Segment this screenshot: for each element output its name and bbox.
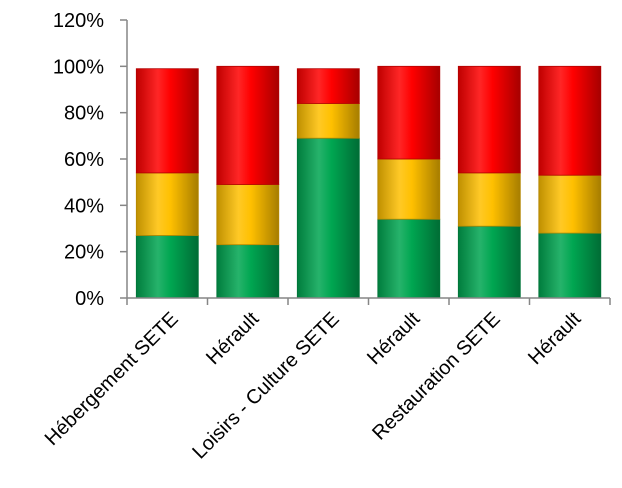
bar-segment-5-0 — [538, 232, 602, 299]
bar-segment-2-2 — [296, 68, 360, 104]
y-tick-label: 60% — [64, 149, 104, 171]
x-category-label: Hébergement SETE — [41, 308, 183, 450]
bar-segment-4-1 — [457, 172, 521, 227]
y-tick-label: 120% — [53, 10, 104, 32]
x-category-label: Loisirs - Culture SETE — [188, 308, 343, 463]
bar-segment-3-1 — [377, 158, 441, 220]
x-category-label: Hérault — [363, 308, 424, 369]
bar-segment-0-2 — [135, 68, 199, 174]
bar-segment-4-0 — [457, 225, 521, 299]
bar-segment-3-2 — [377, 65, 441, 160]
bar-segment-1-2 — [216, 65, 280, 185]
bar-segment-1-0 — [216, 244, 280, 299]
bar-segment-5-1 — [538, 174, 602, 234]
bar-segment-0-0 — [135, 234, 199, 299]
y-tick-label: 0% — [75, 288, 104, 310]
bar-segment-1-1 — [216, 184, 280, 246]
bar-segment-2-1 — [296, 103, 360, 139]
bar-segment-5-2 — [538, 65, 602, 176]
y-tick-label: 80% — [64, 103, 104, 125]
y-tick-label: 100% — [53, 56, 104, 78]
y-tick-label: 40% — [64, 195, 104, 217]
bars-layer — [135, 65, 602, 299]
bar-segment-3-0 — [377, 218, 441, 299]
x-category-label: Hérault — [202, 308, 263, 369]
bar-segment-0-1 — [135, 172, 199, 236]
bar-segment-2-0 — [296, 137, 360, 299]
x-category-label: Hérault — [524, 308, 585, 369]
axes-layer — [120, 19, 611, 305]
bar-segment-4-2 — [457, 65, 521, 174]
y-tick-label: 20% — [64, 242, 104, 264]
